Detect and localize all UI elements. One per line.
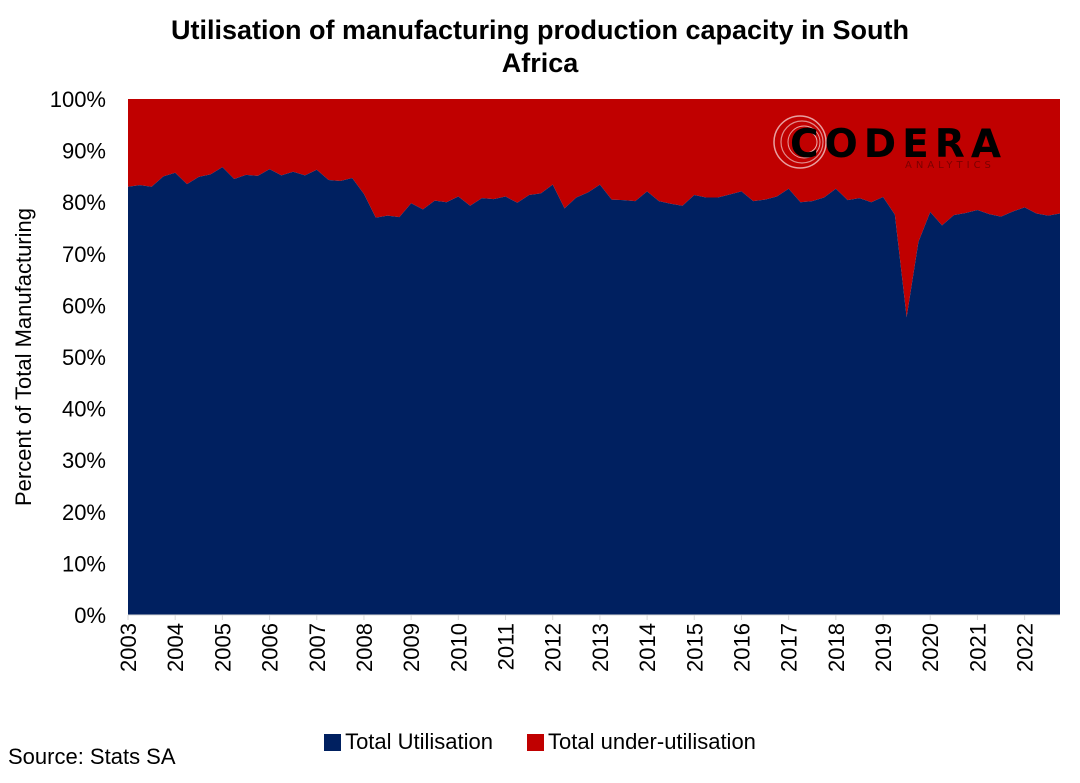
x-tick-label: 2014 — [635, 623, 660, 672]
logo-swirl-icon — [773, 115, 827, 169]
x-tick-label: 2010 — [446, 623, 471, 672]
area-series-utilisation — [128, 167, 1060, 616]
chart-areas — [128, 99, 1060, 616]
x-tick-label: 2003 — [116, 623, 141, 672]
y-tick-label: 80% — [62, 190, 106, 215]
x-tick-label: 2017 — [777, 623, 802, 672]
x-tick-label: 2011 — [494, 623, 519, 670]
x-tick-label: 2009 — [399, 623, 424, 672]
legend-label-utilisation: Total Utilisation — [345, 729, 494, 754]
x-tick-label: 2022 — [1013, 623, 1038, 672]
source-note: Source: Stats SA — [8, 744, 176, 769]
x-tick-label: 2006 — [258, 623, 283, 672]
codera-logo: CODERA ANALYTICS — [773, 115, 1007, 171]
y-tick-label: 30% — [62, 448, 106, 473]
y-tick-label: 10% — [62, 551, 106, 576]
y-axis-label: Percent of Total Manufacturing — [11, 208, 36, 506]
legend-swatch-utilisation — [324, 733, 342, 751]
logo-subtext: ANALYTICS — [905, 160, 995, 171]
x-tick-label: 2008 — [352, 623, 377, 672]
x-tick-label: 2019 — [871, 623, 896, 672]
chart-legend: Total Utilisation Total under-utilisatio… — [0, 729, 1080, 755]
y-tick-label: 40% — [62, 397, 106, 422]
x-tick-label: 2018 — [824, 623, 849, 672]
x-tick-label: 2004 — [163, 623, 188, 672]
x-tick-label: 2021 — [965, 623, 990, 672]
x-tick-label: 2015 — [682, 623, 707, 672]
y-tick-label: 60% — [62, 293, 106, 318]
area-series-under-utilisation — [128, 99, 1060, 318]
legend-swatch-under-utilisation — [527, 733, 545, 751]
legend-item-under-utilisation: Total under-utilisation — [527, 729, 756, 755]
y-tick-label: 70% — [62, 242, 106, 267]
chart-axes: 0% 10% 20% 30% 40% 50% 60% 70% 80% 90% 100% 2003 200… — [50, 87, 1060, 672]
y-tick-label: 50% — [62, 345, 106, 370]
x-tick-label: 2020 — [918, 623, 943, 672]
y-tick-label: 20% — [62, 500, 106, 525]
chart-title: Utilisation of manufacturing production … — [170, 15, 910, 78]
y-tick-label: 100% — [50, 87, 106, 112]
x-tick-label: 2005 — [210, 623, 235, 672]
y-tick-label: 0% — [74, 603, 106, 628]
x-tick-label: 2016 — [729, 623, 754, 672]
legend-item-utilisation: Total Utilisation — [324, 729, 493, 755]
y-tick-label: 90% — [62, 139, 106, 164]
logo-wordmark: CODERA — [790, 122, 1007, 167]
legend-label-under-utilisation: Total under-utilisation — [548, 729, 756, 754]
x-tick-label: 2013 — [588, 623, 613, 672]
x-tick-label: 2012 — [541, 623, 566, 672]
x-tick-label: 2007 — [305, 623, 330, 672]
